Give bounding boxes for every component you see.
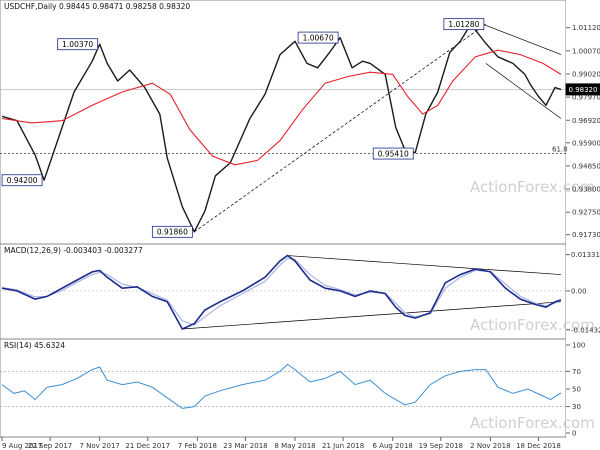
watermark: ActionForex.com xyxy=(470,178,595,196)
macd-trend-line xyxy=(182,301,562,330)
x-tick-label: 6 Aug 2018 xyxy=(372,442,412,450)
price-callout-label: 0.91860 xyxy=(157,228,188,237)
y-tick-label: 0.91730 xyxy=(572,231,600,239)
y-tick-label: 0.95900 xyxy=(572,139,600,147)
x-tick-label: 23 Mar 2018 xyxy=(223,442,267,450)
rsi-y-tick-label: 100 xyxy=(572,342,585,350)
price-trend-line xyxy=(485,63,562,119)
x-tick-label: 18 Dec 2018 xyxy=(516,442,561,450)
price-callout-box xyxy=(1,174,43,187)
rsi-y-tick-label: 30 xyxy=(572,403,581,411)
right-axis-area xyxy=(566,0,600,437)
price-callout-box xyxy=(297,31,339,44)
y-tick-label: 0.94850 xyxy=(572,162,600,170)
price-callout-box xyxy=(443,18,485,31)
macd-y-tick-label: -0.014323 xyxy=(571,326,600,334)
price-header: USDCHF,Daily 0.98445 0.98471 0.98258 0.9… xyxy=(4,2,190,11)
y-tick-label: 0.96920 xyxy=(572,117,600,125)
price-callout-label: 1.00370 xyxy=(62,40,93,49)
macd-line xyxy=(1,254,562,331)
macd-y-tick-label: 0.00 xyxy=(571,287,587,295)
x-tick-label: 21 Dec 2017 xyxy=(125,442,170,450)
price-callout-box xyxy=(151,225,193,238)
rsi-panel[interactable] xyxy=(0,338,567,438)
y-tick-label: 1.00070 xyxy=(572,47,600,55)
rsi-header: RSI(14) 45.6324 xyxy=(4,341,65,350)
y-tick-label: 0.93800 xyxy=(572,186,600,194)
macd-y-tick-label: 0.013319 xyxy=(571,251,600,259)
macd-panel[interactable] xyxy=(0,243,567,340)
price-callout-box xyxy=(372,147,414,160)
rsi-y-tick-label: 70 xyxy=(572,368,581,376)
y-tick-label: 1.01120 xyxy=(572,24,600,32)
x-tick-label: 2 Nov 2018 xyxy=(470,442,510,450)
rsi-y-tick-label: 50 xyxy=(572,386,581,394)
x-tick-label: 22 Sep 2017 xyxy=(28,442,72,450)
x-tick-label: 21 Jun 2018 xyxy=(322,442,364,450)
x-tick-label: 8 May 2018 xyxy=(274,442,315,450)
y-tick-label: 0.92750 xyxy=(572,209,600,217)
y-tick-label: 0.97970 xyxy=(572,94,600,102)
moving-average-line xyxy=(1,49,562,166)
watermark-rsi: ActionForex.com xyxy=(470,414,595,432)
fib-label: 61.8 xyxy=(552,146,568,154)
price-callout-label: 1.00670 xyxy=(303,33,334,42)
x-tick-label: 9 Aug 2017 xyxy=(2,442,42,450)
x-tick-label: 7 Feb 2018 xyxy=(178,442,217,450)
price-callout-label: 0.95410 xyxy=(378,149,409,158)
macd-header: MACD(12,26,9) -0.003403 -0.003277 xyxy=(4,246,143,255)
x-tick-label: 7 Nov 2017 xyxy=(79,442,119,450)
rsi-line xyxy=(1,363,562,409)
current-price-label: 0.98320 xyxy=(569,86,598,94)
macd-trend-line xyxy=(287,255,562,275)
y-tick-label: 0.99020 xyxy=(572,70,600,78)
price-callout-label: 0.94200 xyxy=(7,176,38,185)
price-trend-line xyxy=(482,23,562,55)
watermark-macd: ActionForex.com xyxy=(470,316,595,334)
price-series-line xyxy=(1,23,562,233)
x-tick-label: 19 Sep 2018 xyxy=(419,442,463,450)
current-price-box xyxy=(565,83,600,96)
price-callout-box xyxy=(57,38,99,51)
rsi-y-tick-label: 0 xyxy=(572,430,576,438)
price-callout-label: 1.01280 xyxy=(448,20,479,29)
